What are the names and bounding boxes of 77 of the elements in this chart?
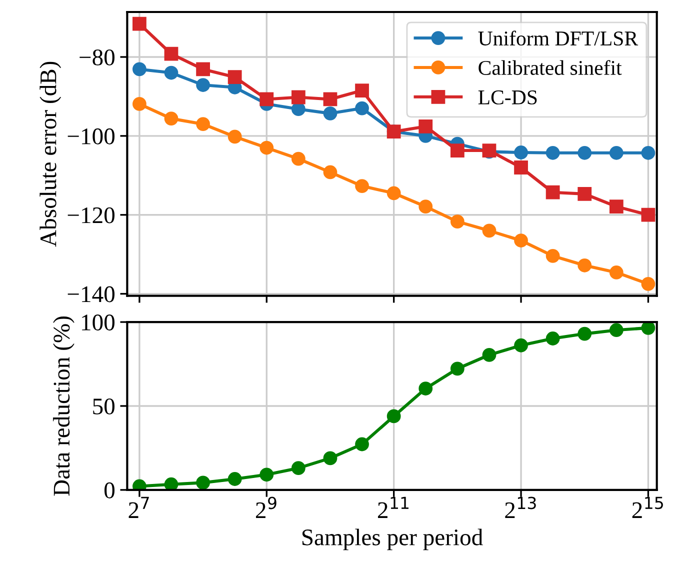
- point: [291, 461, 306, 476]
- point: [164, 477, 178, 490]
- y-axis-title: Data reduction (%): [53, 316, 74, 496]
- x-tick-label: 2$^{7}$: [128, 496, 149, 518]
- point: [514, 338, 528, 352]
- point: [164, 46, 178, 61]
- point: [578, 146, 592, 160]
- y-tick-label: −140: [68, 286, 114, 302]
- y-tick-label: −80: [80, 49, 114, 66]
- point: [514, 146, 528, 160]
- point: [323, 165, 338, 180]
- point: [482, 348, 496, 362]
- point: [578, 187, 592, 201]
- point: [228, 70, 242, 84]
- point: [323, 451, 338, 466]
- point: [578, 326, 592, 341]
- point: [514, 234, 528, 248]
- point: [386, 186, 401, 200]
- point: [196, 476, 210, 490]
- point: [609, 323, 624, 338]
- legend-label: LC-DS: [478, 90, 537, 104]
- point: [450, 214, 464, 229]
- point: [196, 117, 210, 132]
- point: [164, 112, 178, 126]
- point: [164, 66, 178, 80]
- point: [228, 472, 242, 486]
- y-tick-label: 0: [104, 482, 114, 498]
- x-axis-title: Samples per period: [302, 528, 483, 550]
- legend-label: Uniform DFT/LSR: [478, 30, 638, 46]
- y-tick-label: −100: [68, 128, 114, 144]
- point: [641, 146, 656, 160]
- point: [641, 322, 656, 335]
- point: [132, 16, 146, 31]
- point: [132, 62, 146, 76]
- point: [450, 362, 464, 376]
- point: [546, 248, 560, 263]
- point: [546, 185, 560, 200]
- legend-label: Calibrated sinefit: [478, 60, 622, 75]
- point: [418, 200, 433, 214]
- point: [355, 437, 369, 452]
- point: [450, 144, 464, 158]
- point: [291, 90, 306, 104]
- y-tick-label: 50: [93, 398, 114, 414]
- point: [196, 78, 210, 92]
- point: [546, 332, 560, 346]
- point: [323, 106, 338, 120]
- point: [578, 258, 592, 272]
- point: [514, 160, 528, 174]
- y-axis-title: Absolute error (dB): [40, 62, 62, 247]
- x-tick-label: 2$^{9}$: [256, 496, 276, 518]
- point: [418, 382, 433, 396]
- point: [609, 200, 624, 214]
- point: [260, 140, 274, 155]
- point: [260, 92, 274, 106]
- point: [641, 276, 656, 291]
- point: [260, 468, 274, 482]
- point: [418, 120, 433, 134]
- x-tick-label: 2$^{13}$: [505, 496, 536, 518]
- point: [132, 97, 146, 111]
- point: [291, 152, 306, 166]
- point: [196, 62, 210, 76]
- point: [355, 179, 369, 193]
- point: [609, 146, 624, 160]
- point: [323, 92, 338, 106]
- point: [386, 409, 401, 424]
- point: [228, 130, 242, 144]
- point: [609, 266, 624, 280]
- point: [482, 224, 496, 238]
- point: [291, 102, 306, 116]
- x-tick-label: 2$^{15}$: [632, 496, 663, 518]
- point: [355, 101, 369, 116]
- y-tick-label: 100: [82, 314, 114, 330]
- point: [355, 84, 369, 98]
- x-tick-label: 2$^{11}$: [378, 496, 408, 518]
- point: [546, 146, 560, 160]
- y-tick-label: −120: [68, 207, 114, 224]
- point: [641, 208, 656, 222]
